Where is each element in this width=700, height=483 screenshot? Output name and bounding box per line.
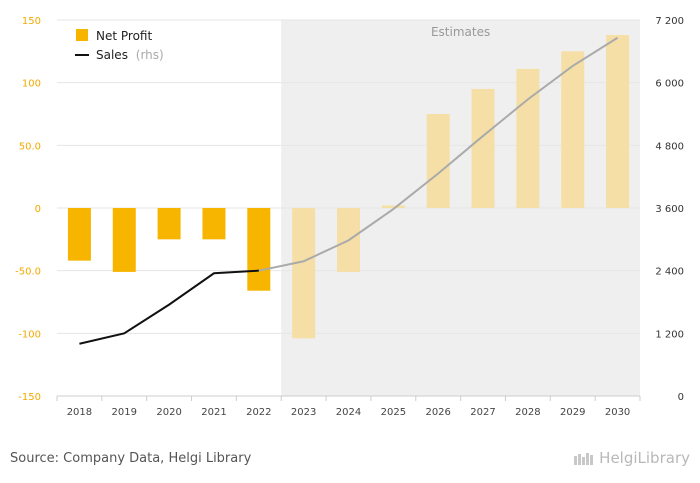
bar-net-profit	[292, 208, 316, 339]
bar-net-profit	[157, 208, 181, 240]
bar-net-profit	[606, 35, 630, 208]
x-tick-label: 2020	[156, 407, 181, 418]
legend-swatch-net-profit	[76, 29, 88, 41]
y-tick-right: 7 200	[655, 16, 684, 27]
x-tick-label: 2028	[515, 407, 540, 418]
legend-label-net-profit: Net Profit	[96, 29, 152, 43]
y-tick-left: 50.0	[19, 141, 41, 152]
bar-net-profit	[202, 208, 226, 240]
y-tick-right: 0	[678, 392, 684, 403]
bar-net-profit	[516, 68, 540, 208]
library-icon	[574, 453, 594, 465]
y-tick-left: -150	[18, 392, 41, 403]
bar-net-profit	[426, 114, 450, 208]
y-tick-right: 3 600	[655, 204, 684, 215]
bar-net-profit	[561, 51, 585, 209]
y-tick-right: 1 200	[655, 329, 684, 340]
x-tick-label: 2021	[201, 407, 226, 418]
y-tick-right: 6 000	[655, 79, 684, 90]
estimates-label: Estimates	[431, 25, 490, 39]
legend-label-sales: Sales	[96, 48, 128, 62]
x-tick-label: 2025	[381, 407, 406, 418]
x-tick-label: 2030	[605, 407, 630, 418]
y-tick-right: 4 800	[655, 141, 684, 152]
x-tick-label: 2023	[291, 407, 316, 418]
sales-line-actual	[79, 269, 259, 345]
x-tick-label: 2018	[67, 407, 92, 418]
y-tick-left: 100	[22, 79, 41, 90]
x-tick-label: 2029	[560, 407, 585, 418]
x-tick-label: 2024	[336, 407, 361, 418]
brand-name: HelgiLibrary	[599, 449, 690, 467]
bar-net-profit	[247, 208, 271, 291]
y-tick-left: 0	[35, 204, 41, 215]
x-tick-label: 2022	[246, 407, 271, 418]
bar-net-profit	[471, 88, 495, 208]
sales-line	[79, 36, 619, 345]
bar-net-profit	[67, 208, 91, 261]
sales-line-estimate	[258, 36, 619, 272]
brand-logo: HelgiLibrary	[573, 449, 690, 467]
bar-net-profit	[381, 205, 405, 208]
svg-text:Sales (rhs): Sales (rhs)	[96, 48, 164, 62]
axes: -150 0 -100 1 200 -50.0 2 400 0 3 600 50.0 4 800 1…	[15, 16, 684, 418]
x-tick-label: 2026	[425, 407, 450, 418]
bar-net-profit	[112, 208, 136, 272]
x-tick-label: 2019	[112, 407, 137, 418]
y-tick-left: 150	[22, 16, 41, 27]
y-tick-left: -100	[18, 329, 41, 340]
source-note: Source: Company Data, Helgi Library	[10, 451, 252, 466]
legend: Net Profit Sales (rhs)	[75, 29, 164, 62]
y-tick-left: -50.0	[15, 267, 41, 278]
legend-label-sales-suffix: (rhs)	[136, 48, 164, 62]
y-tick-right: 2 400	[655, 267, 684, 278]
x-tick-label: 2027	[470, 407, 495, 418]
net-profit-bars	[67, 35, 630, 339]
